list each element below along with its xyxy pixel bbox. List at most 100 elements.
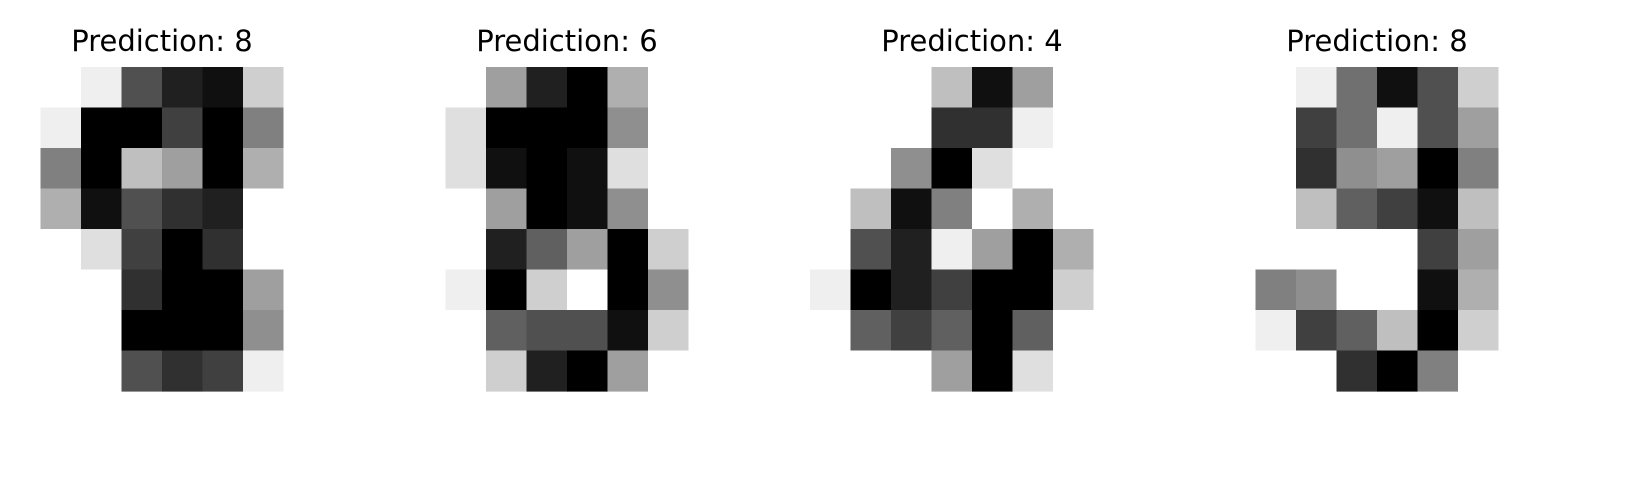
panel-2-pixel-r5-c7 <box>688 269 730 311</box>
panel-1-pixel-r5-c4 <box>162 269 204 311</box>
panel-3-pixel-r2-c6 <box>1053 148 1095 190</box>
panel-3-pixel-r6-c1 <box>850 310 892 352</box>
panel-3-pixel-r0-c3 <box>931 67 973 109</box>
panel-4-pixel-r2-c7 <box>1498 148 1540 190</box>
panel-4-pixel-r4-c5 <box>1417 229 1459 271</box>
panel-4-pixel-r0-c0 <box>1215 67 1257 109</box>
panel-1-pixel-r2-c6 <box>243 148 285 190</box>
panel-1-pixel-r0-c0 <box>0 67 42 109</box>
panel-4-pixel-r4-c2 <box>1296 229 1338 271</box>
panel-4-pixel-r3-c0 <box>1215 188 1257 230</box>
panel-4-pixel-r6-c0 <box>1215 310 1257 352</box>
panel-3-pixel-r1-c5 <box>1012 107 1054 149</box>
panel-4-pixel-r5-c1 <box>1255 269 1297 311</box>
panel-4-pixel-r5-c0 <box>1215 269 1257 311</box>
panel-2-pixel-r3-c4 <box>567 188 609 230</box>
panel-3-pixel-r6-c4 <box>972 310 1014 352</box>
panel-4-pixel-r6-c5 <box>1417 310 1459 352</box>
panel-1-pixel-r3-c6 <box>243 188 285 230</box>
panel-2-pixel-r6-c5 <box>607 310 649 352</box>
panel-1-pixel-r1-c2 <box>81 107 123 149</box>
panel-2-pixel-r5-c0 <box>405 269 447 311</box>
panel-1-pixel-r7-c1 <box>40 350 82 392</box>
panel-3-pixel-r0-c1 <box>850 67 892 109</box>
panel-4-pixel-r7-c7 <box>1498 350 1540 392</box>
panel-4-pixel-r3-c2 <box>1296 188 1338 230</box>
panel-4-pixel-r3-c7 <box>1498 188 1540 230</box>
panel-4-pixel-r0-c2 <box>1296 67 1338 109</box>
panel-2-pixel-r1-c1 <box>445 107 487 149</box>
panel-2-pixel-r5-c2 <box>486 269 528 311</box>
panel-1-pixel-r0-c7 <box>283 67 325 109</box>
panel-2-pixel-r2-c1 <box>445 148 487 190</box>
panel-3-pixel-r2-c2 <box>891 148 933 190</box>
panel-1-pixel-r2-c0 <box>0 148 42 190</box>
panel-4-pixel-r2-c3 <box>1336 148 1378 190</box>
panel-2-pixel-r3-c6 <box>648 188 690 230</box>
panel-4-pixel-r7-c0 <box>1215 350 1257 392</box>
panel-4-pixel-r4-c7 <box>1498 229 1540 271</box>
panel-2-pixel-r2-c0 <box>405 148 447 190</box>
panel-1-pixel-r0-c5 <box>202 67 244 109</box>
panel-2-pixel-r5-c5 <box>607 269 649 311</box>
panel-1-pixel-r0-c4 <box>162 67 204 109</box>
panel-1-pixel-r2-c3 <box>121 148 163 190</box>
panel-1-cells <box>0 67 325 392</box>
panel-2-pixel-r2-c4 <box>567 148 609 190</box>
panel-2-pixel-r4-c5 <box>607 229 649 271</box>
panel-3-pixel-r5-c1 <box>850 269 892 311</box>
panel-4-pixel-r1-c4 <box>1377 107 1419 149</box>
panel-2-pixel-r3-c3 <box>526 188 568 230</box>
panel-3-pixel-r5-c5 <box>1012 269 1054 311</box>
panel-2-pixel-r6-c6 <box>648 310 690 352</box>
panel-4-pixel-r5-c6 <box>1458 269 1500 311</box>
panel-2-pixel-r6-c7 <box>688 310 730 352</box>
panel-2-pixel-r2-c3 <box>526 148 568 190</box>
panel-2-pixel-r3-c1 <box>445 188 487 230</box>
panel-2-pixel-r0-c5 <box>607 67 649 109</box>
panel-1-pixel-r1-c3 <box>121 107 163 149</box>
panel-3-pixel-r2-c7 <box>1093 148 1135 190</box>
panel-4-pixel-r1-c5 <box>1417 107 1459 149</box>
panel-1-pixel-r7-c4 <box>162 350 204 392</box>
panel-3-pixel-r1-c6 <box>1053 107 1095 149</box>
panel-1-pixel-r5-c5 <box>202 269 244 311</box>
panel-3-pixel-r1-c4 <box>972 107 1014 149</box>
panel-4-pixel-r0-c6 <box>1458 67 1500 109</box>
panel-2-pixel-r6-c3 <box>526 310 568 352</box>
panel-1-pixel-r2-c2 <box>81 148 123 190</box>
panel-4-pixel-r2-c6 <box>1458 148 1500 190</box>
panel-2-pixel-r0-c7 <box>688 67 730 109</box>
panel-3-pixel-r6-c2 <box>891 310 933 352</box>
panel-3-pixel-r5-c3 <box>931 269 973 311</box>
panel-4-pixel-r4-c1 <box>1255 229 1297 271</box>
panel-4-pixel-r2-c2 <box>1296 148 1338 190</box>
panel-3-pixel-r3-c7 <box>1093 188 1135 230</box>
panel-2-pixel-r1-c3 <box>526 107 568 149</box>
panel-4-pixel-r3-c3 <box>1336 188 1378 230</box>
panel-3-pixel-r4-c0 <box>810 229 852 271</box>
panel-2-pixel-r0-c0 <box>405 67 447 109</box>
panel-3-pixel-r4-c4 <box>972 229 1014 271</box>
panel-2-pixel-r2-c5 <box>607 148 649 190</box>
panel-4-pixel-r1-c2 <box>1296 107 1338 149</box>
panel-2-pixel-r5-c1 <box>445 269 487 311</box>
panel-4-pixel-r7-c5 <box>1417 350 1459 392</box>
panel-3-pixel-r4-c2 <box>891 229 933 271</box>
panel-3-pixel-r4-c5 <box>1012 229 1054 271</box>
panel-4-pixel-r6-c7 <box>1498 310 1540 352</box>
panel-4-pixel-r3-c4 <box>1377 188 1419 230</box>
panel-4-pixel-r2-c5 <box>1417 148 1459 190</box>
panel-3-pixel-r5-c7 <box>1093 269 1135 311</box>
panel-2-pixel-r7-c7 <box>688 350 730 392</box>
panel-1-pixel-r7-c5 <box>202 350 244 392</box>
panel-3-pixel-r2-c4 <box>972 148 1014 190</box>
panel-2-pixel-r4-c2 <box>486 229 528 271</box>
panel-3-pixel-r1-c7 <box>1093 107 1135 149</box>
panel-3-pixel-r6-c5 <box>1012 310 1054 352</box>
panel-4-pixel-r5-c7 <box>1498 269 1540 311</box>
panel-3-pixel-r7-c2 <box>891 350 933 392</box>
panel-3-pixel-r4-c3 <box>931 229 973 271</box>
panel-1-pixel-r4-c6 <box>243 229 285 271</box>
